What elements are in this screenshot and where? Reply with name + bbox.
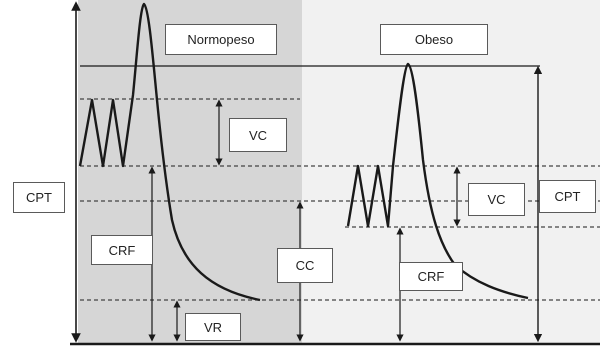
vc-left-label: VC [229,118,287,152]
spirometry-trace-left [78,2,261,302]
vc-right-label: VC [468,183,525,216]
cpt-left-label: CPT [13,182,65,213]
left-panel-background [78,0,302,345]
vr-label: VR [185,313,241,341]
normopeso-title: Normopeso [165,24,277,55]
cc-label: CC [277,248,333,283]
crf-left-label: CRF [91,235,153,265]
obeso-title: Obeso [380,24,488,55]
crf-right-label: CRF [399,262,463,291]
cpt-right-label: CPT [539,180,596,213]
spirometry-trace-right [346,62,529,300]
